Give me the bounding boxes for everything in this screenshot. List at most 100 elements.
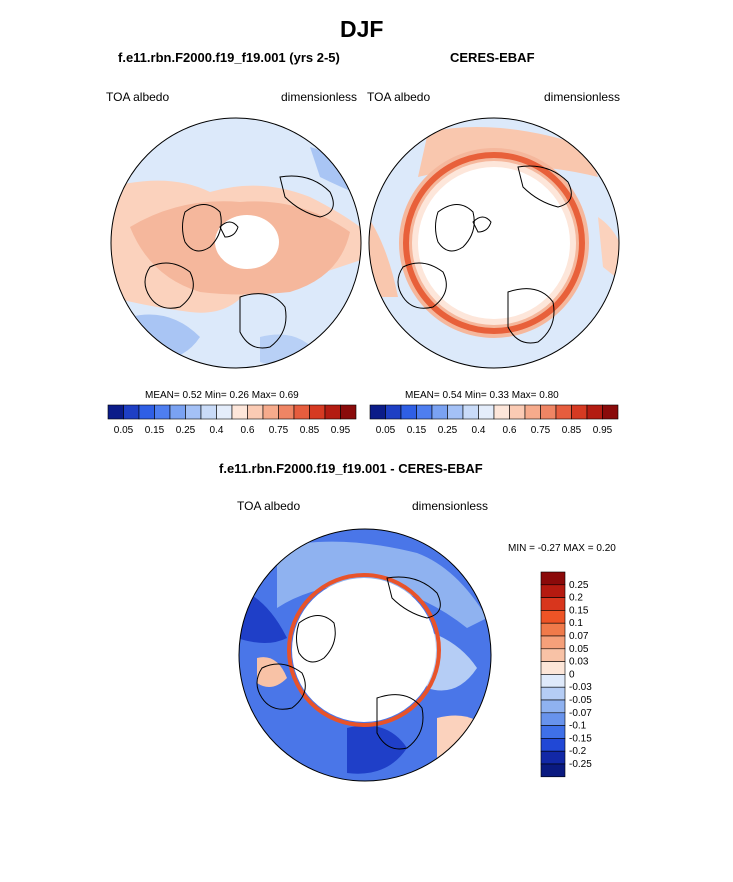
- panel-2-colorbar-tick-label: 0.85: [562, 425, 582, 436]
- panel-2-colorbar-cell: [571, 404, 588, 420]
- panel-1-colorbar-tick-label: 0.75: [269, 425, 289, 436]
- diff-colorbar-tick-label: -0.25: [569, 759, 592, 770]
- panel-2-coastline-greenland: [435, 204, 475, 252]
- diff-colorbar-tick-label: 0.15: [569, 605, 589, 616]
- diff-colorbar-tick-label: -0.05: [569, 695, 592, 706]
- panel-2-colorbar-cell: [385, 404, 402, 420]
- panel-1-coastline-arctic-islands: [219, 221, 239, 238]
- diff-colorbar-tick-label: -0.03: [569, 682, 592, 693]
- diff-colorbar-tick-label: 0.1: [569, 618, 583, 629]
- panel-2-colorbar-cell: [555, 404, 572, 420]
- panel-1-colorbar-cell: [200, 404, 217, 420]
- panel-1-colorbar-cell: [309, 404, 326, 420]
- panel-2-max-value: 0.80: [539, 390, 559, 401]
- panel-2-outer-pink-left: [369, 217, 398, 297]
- panel-2-max-label: Max=: [511, 390, 537, 401]
- panel-1-colorbar-cell: [185, 404, 202, 420]
- diff-polar-hole: [292, 578, 436, 722]
- diff-coastline-greenland: [296, 615, 336, 663]
- panel-2-colorbar-cell: [478, 404, 495, 420]
- diff-colorbar-tick-label: 0.07: [569, 631, 589, 642]
- panel-1-colorbar-cell: [107, 404, 124, 420]
- diff-colorbar-tick-label: 0: [569, 669, 575, 680]
- panel-1-colorbar-cell: [154, 404, 171, 420]
- panel-2-colorbar-cell: [586, 404, 603, 420]
- panel-2-stats: MEAN= 0.54 Min= 0.33 Max= 0.80: [405, 390, 559, 401]
- panel-2-coastline-siberia: [517, 165, 572, 208]
- panel-2-coastline-north-america: [397, 262, 447, 309]
- panel-1-colorbar-tick-label: 0.05: [114, 425, 134, 436]
- panel-1-min-label: Min=: [204, 390, 227, 401]
- panel-2-outer-pink-right: [598, 217, 619, 287]
- diff-colorbar-cell: [540, 610, 566, 624]
- diff-panel-title: f.e11.rbn.F2000.f19_f19.001 - CERES-EBAF: [219, 461, 483, 476]
- diff-colorbar-cell: [540, 648, 566, 662]
- diff-colorbar-cell: [540, 686, 566, 701]
- panel-1-colorbar-cell: [231, 404, 248, 420]
- diff-colorbar-tick-label: 0.03: [569, 657, 589, 668]
- panel-2-colorbar-cell: [447, 404, 464, 420]
- diff-colorbar: 0.25 0.20.15 0.1 0.07 0.05 0.030 -0.03 -0.05 -0.…: [540, 571, 592, 778]
- panel-1-colorbar-cell: [262, 404, 279, 420]
- diff-colorbar-cell: [540, 571, 566, 586]
- panel-1-title: f.e11.rbn.F2000.f19_f19.001 (yrs 2-5): [118, 50, 340, 65]
- diff-colorbar-cell: [540, 622, 566, 637]
- panel-1-colorbar-tick-label: 0.95: [331, 425, 351, 436]
- panel-2-colorbar: 0.05 0.15 0.25 0.4 0.6 0.75 0.85 0.95: [369, 404, 619, 436]
- diff-colorbar-cell: [540, 763, 566, 778]
- diff-colorbar-tick-label: -0.1: [569, 721, 587, 732]
- diff-pink-patch-2: [257, 657, 287, 687]
- diff-colorbar-cell: [540, 597, 566, 611]
- panel-2-colorbar-cell: [493, 404, 510, 420]
- diff-colorbar-cell: [540, 725, 566, 739]
- panel-2-coastline-arctic-islands: [472, 216, 492, 233]
- panel-1-mean-label: MEAN=: [145, 390, 180, 401]
- diff-colorbar-tick-label: -0.2: [569, 746, 587, 757]
- panel-2-colorbar-cell: [431, 404, 448, 420]
- panel-2-right-label: dimensionless: [544, 90, 621, 104]
- diff-dark-blue-patch-2: [347, 725, 407, 774]
- panel-2-colorbar-cell: [540, 404, 557, 420]
- panel-1-polar-hole: [215, 215, 279, 269]
- diff-min-max: MIN = -0.27 MAX = 0.20: [508, 543, 616, 554]
- panel-2-colorbar-cell: [462, 404, 479, 420]
- panel-1-min-value: 0.26: [229, 390, 249, 401]
- panel-2-left-label: TOA albedo: [367, 90, 431, 104]
- diff-colorbar-tick-label: -0.15: [569, 733, 592, 744]
- panel-1-colorbar-cell: [123, 404, 140, 420]
- panel-1-colorbar-tick-label: 0.6: [241, 425, 255, 436]
- panel-1-colorbar-cell: [138, 404, 155, 420]
- diff-colorbar-cell: [540, 674, 566, 688]
- diff-colorbar-cell: [540, 635, 566, 650]
- diff-colorbar-tick-label: 0.25: [569, 580, 589, 591]
- panel-1-colorbar-cell: [278, 404, 295, 420]
- panel-1-left-label: TOA albedo: [106, 90, 170, 104]
- panel-2-colorbar-tick-label: 0.25: [438, 425, 458, 436]
- panel-1-colorbar-cell: [324, 404, 341, 420]
- diff-red-ring: [287, 573, 441, 727]
- diff-colorbar-cell: [540, 750, 566, 765]
- panel-2-coastline-eurasia: [507, 288, 555, 344]
- panel-1-coastline-siberia: [279, 175, 334, 218]
- panel-2-colorbar-tick-label: 0.4: [472, 425, 486, 436]
- panel-1-colorbar-cell: [247, 404, 264, 420]
- figure-title: DJF: [340, 16, 384, 42]
- diff-colorbar-tick-label: 0.2: [569, 593, 583, 604]
- panel-1-colorbar-cell: [169, 404, 186, 420]
- diff-coastline-eurasia: [376, 694, 424, 750]
- panel-1-max-value: 0.69: [279, 390, 299, 401]
- panel-1-colorbar-cell: [340, 404, 357, 420]
- panel-2-min-label: Min=: [464, 390, 487, 401]
- panel-2-colorbar-tick-label: 0.95: [593, 425, 613, 436]
- panel-1-map: [110, 117, 362, 369]
- panel-1-colorbar-cell: [293, 404, 310, 420]
- panel-1-coastline-eurasia: [239, 293, 287, 349]
- diff-colorbar-cell: [540, 661, 566, 675]
- diff-panel-right-label: dimensionless: [412, 499, 489, 513]
- panel-2-colorbar-tick-label: 0.05: [376, 425, 396, 436]
- panel-2-map: [368, 117, 620, 369]
- diff-coastline-siberia: [386, 576, 441, 619]
- panel-2-ring-red: [403, 152, 585, 334]
- panel-1-coastline-greenland: [182, 204, 222, 252]
- diff-colorbar-cell: [540, 738, 566, 752]
